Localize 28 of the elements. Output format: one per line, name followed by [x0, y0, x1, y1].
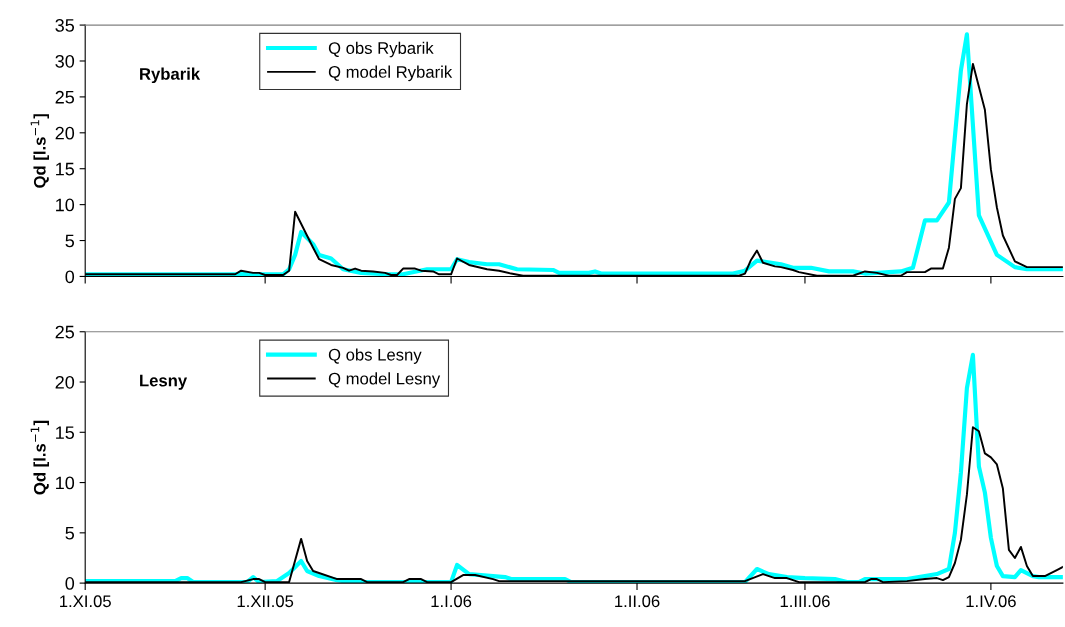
x-tick-label: 1.III.06 — [780, 595, 830, 608]
y-axis-title: Qd [l.s$^{−1}$] — [30, 114, 49, 188]
x-tick-label: 1.XII.05 — [237, 595, 294, 608]
x-tick-label: 1.XI.05 — [60, 595, 111, 608]
y-tick-label: 5 — [65, 526, 75, 540]
text: Rybarik — [140, 67, 201, 84]
y-tick-label: 15 — [56, 426, 75, 440]
x-tick-label: 1.II.06 — [615, 595, 660, 608]
x-tick-label: 1.IV.06 — [966, 595, 1016, 608]
y-tick-label: 35 — [55, 19, 75, 32]
y-tick-label: 10 — [56, 198, 75, 212]
y-tick-label: 20 — [55, 126, 75, 140]
y-tick-label: 0 — [65, 270, 75, 284]
y-axis-title: Qd [l.s$^{−1}$] — [30, 420, 49, 495]
legend-label: Q obs Rybarik — [328, 41, 434, 58]
y-tick-label: 0 — [65, 577, 75, 590]
y-tick-label: 5 — [65, 234, 75, 248]
text: Lesny — [140, 374, 188, 390]
legend-label: Q model Lesny — [328, 372, 441, 388]
legend-label: Q model Rybarik — [328, 65, 453, 82]
y-tick-label: 15 — [56, 162, 75, 176]
y-tick-label: 25 — [55, 90, 75, 104]
y-tick-label: 20 — [55, 375, 75, 389]
y-tick-label: 10 — [56, 476, 75, 490]
y-tick-label: 25 — [55, 325, 75, 339]
legend-label: Q obs Lesny — [328, 348, 422, 364]
y-tick-label: 30 — [55, 54, 75, 68]
x-tick-label: 1.I.06 — [431, 595, 472, 608]
